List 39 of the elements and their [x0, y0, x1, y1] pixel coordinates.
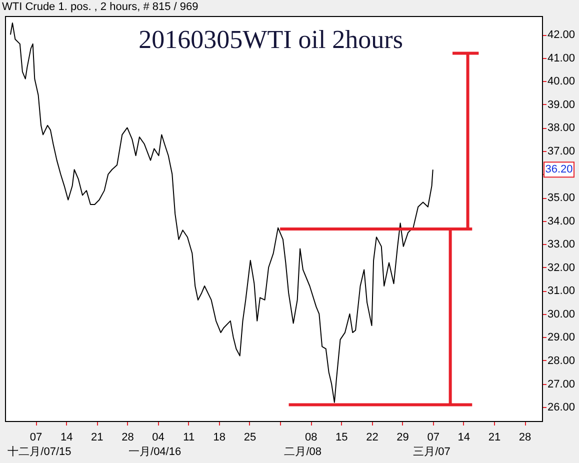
- x-tick-label: 11: [183, 432, 195, 444]
- y-tick-label: 30.00: [548, 308, 576, 320]
- x-tick-label: 14: [458, 432, 470, 444]
- text: 一月/04/16: [128, 446, 182, 458]
- y-tick-label: 40.00: [548, 76, 576, 88]
- chart-title: 20160305WTI oil 2hours: [138, 25, 403, 54]
- text: 三月/07: [413, 446, 450, 458]
- y-tick-label: 37.00: [548, 146, 576, 158]
- x-tick-label: 07: [30, 432, 42, 444]
- x-tick-label: 28: [518, 432, 532, 444]
- x-tick-label: 29: [396, 432, 409, 444]
- y-tick-label: 31.00: [548, 285, 576, 298]
- x-tick-label: 07: [427, 432, 440, 444]
- y-tick-label: 41.00: [548, 52, 576, 64]
- y-tick-label: 34.00: [548, 215, 576, 228]
- x-tick-label: 28: [122, 432, 134, 444]
- y-tick-label: 38.00: [548, 122, 576, 134]
- y-tick-label: 33.00: [548, 238, 576, 251]
- y-tick-label: 27.00: [548, 378, 576, 390]
- x-tick-label: 08: [304, 432, 318, 444]
- y-tick-label: 42.00: [548, 29, 576, 42]
- chart-subtitle: WTI Crude 1. pos. , 2 hours, # 815 / 969: [2, 1, 198, 13]
- text: 二月/08: [284, 446, 322, 458]
- x-tick-label: 14: [60, 432, 73, 444]
- y-tick-label: 39.00: [548, 98, 576, 111]
- y-tick-label: 32.00: [548, 262, 576, 274]
- y-tick-label: 26.00: [548, 402, 576, 414]
- y-tick-label: 28.00: [548, 354, 576, 367]
- x-tick-label: 25: [244, 432, 256, 444]
- x-tick-label: 22: [366, 432, 378, 444]
- x-tick-label: 21: [91, 432, 104, 444]
- x-tick-label: 21: [488, 432, 501, 444]
- x-tick-label: 15: [336, 432, 348, 444]
- text: 十二月/07/15: [8, 445, 72, 458]
- annotation: 36.20: [545, 164, 573, 176]
- x-tick-label: 04: [152, 432, 164, 444]
- x-tick-label: 18: [213, 432, 226, 444]
- y-tick-label: 35.00: [548, 192, 576, 204]
- y-tick-label: 29.00: [548, 332, 576, 344]
